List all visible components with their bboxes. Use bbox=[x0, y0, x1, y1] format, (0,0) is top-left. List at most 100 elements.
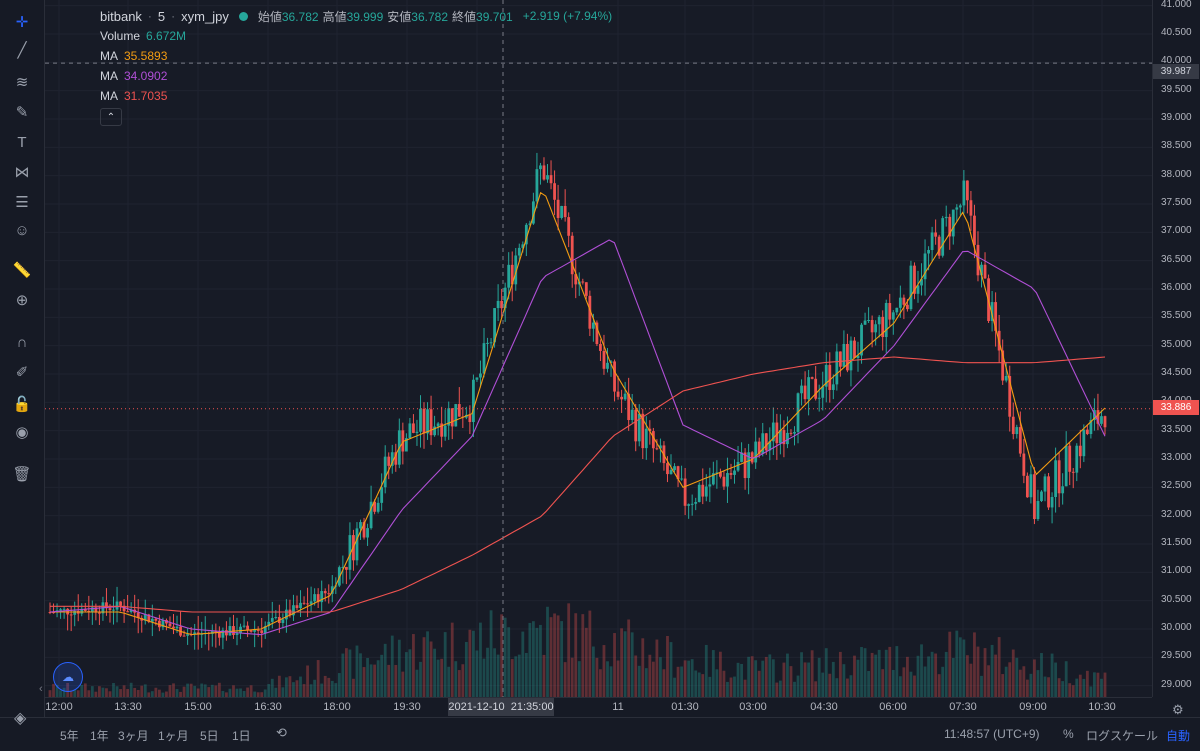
zoom-icon[interactable]: ⊕ bbox=[15, 292, 29, 309]
time-axis[interactable]: 12:00 13:30 15:00 16:30 18:00 19:30 11 01:30 03:… bbox=[45, 697, 1152, 718]
volume-bar bbox=[669, 642, 673, 697]
ohlc-label: 終値 bbox=[452, 9, 477, 24]
volume-bar bbox=[1008, 662, 1012, 697]
volume-bar bbox=[973, 632, 976, 697]
eye-icon[interactable]: ◉ bbox=[15, 424, 29, 441]
candle-body bbox=[246, 625, 249, 631]
candle-body bbox=[112, 609, 115, 611]
volume-bar bbox=[1015, 657, 1019, 697]
volume-bar bbox=[1082, 678, 1086, 697]
candle-body bbox=[849, 340, 853, 371]
volume-bar bbox=[719, 651, 722, 697]
range-button[interactable]: 5年 bbox=[60, 729, 79, 743]
candle-body bbox=[835, 351, 839, 385]
auto-scale-toggle[interactable]: 自動 bbox=[1166, 729, 1191, 743]
volume-bar bbox=[602, 645, 606, 697]
date-range-icon[interactable]: ⟲ bbox=[276, 725, 287, 740]
range-button[interactable]: 1年 bbox=[90, 729, 109, 743]
volume-bar bbox=[817, 657, 821, 697]
indicator-row[interactable]: MA 31.7035 bbox=[100, 86, 612, 106]
fib-icon[interactable]: ≋ bbox=[15, 74, 29, 91]
volume-bar bbox=[232, 685, 235, 697]
volume-bar bbox=[704, 644, 708, 697]
emoji-icon[interactable]: ☺ bbox=[14, 221, 30, 239]
volume-bar bbox=[916, 655, 920, 697]
candle-body bbox=[306, 603, 309, 605]
candle-body bbox=[528, 223, 532, 225]
volume-bar bbox=[1103, 672, 1107, 697]
brush-icon[interactable]: ✎ bbox=[15, 104, 29, 121]
collapse-legend-button[interactable]: ⌃ bbox=[100, 108, 122, 126]
volume-bar bbox=[644, 668, 648, 697]
price-tick: 33.500 bbox=[1161, 423, 1192, 435]
candle-body bbox=[309, 601, 313, 605]
volume-bar bbox=[616, 660, 620, 697]
trash-icon[interactable]: 🗑 bbox=[12, 466, 32, 483]
volume-bar bbox=[1029, 673, 1033, 697]
magnet-icon[interactable]: ∩ bbox=[16, 333, 28, 351]
price-tick: 36.000 bbox=[1161, 282, 1192, 293]
volume-bar bbox=[493, 648, 496, 697]
prediction-icon[interactable]: ☰ bbox=[15, 194, 29, 211]
volume-bar bbox=[810, 650, 814, 697]
volume-bar bbox=[217, 682, 221, 697]
lock-drawing-icon[interactable]: ✐ bbox=[15, 364, 29, 381]
candle-body bbox=[944, 216, 948, 219]
indicator-row[interactable]: Volume 6.672M bbox=[100, 26, 612, 46]
time-tick: 10:30 bbox=[1088, 701, 1116, 713]
pattern-icon[interactable]: ⋈ bbox=[14, 164, 30, 181]
candle-body bbox=[754, 441, 758, 463]
candle-body bbox=[436, 423, 440, 427]
candle-body bbox=[927, 250, 930, 254]
chart-area[interactable]: bitbank · 5 · xym_jpy 始値36.782 高値39.999 安値… bbox=[39, 0, 1152, 697]
candle-body bbox=[549, 175, 553, 184]
volume-bar bbox=[344, 648, 348, 697]
volume-bar bbox=[380, 654, 384, 697]
volume-bar bbox=[1033, 659, 1036, 697]
exchange-name[interactable]: bitbank bbox=[100, 8, 142, 24]
candle-body bbox=[510, 264, 514, 285]
volume-bar bbox=[948, 631, 952, 697]
volume-bar bbox=[987, 665, 990, 697]
volume-bar bbox=[1071, 685, 1075, 697]
indicator-value: 6.672M bbox=[146, 29, 187, 43]
candle-body bbox=[415, 431, 419, 433]
candle-body bbox=[1100, 416, 1103, 424]
symbol-name[interactable]: xym_jpy bbox=[181, 8, 229, 24]
range-button[interactable]: 1ヶ月 bbox=[158, 729, 189, 743]
ruler-icon[interactable]: 📏 bbox=[12, 262, 32, 279]
settings-icon[interactable]: ⚙ bbox=[1172, 702, 1184, 717]
volume-bar bbox=[796, 675, 800, 697]
volume-bar bbox=[521, 631, 525, 697]
candle-body bbox=[450, 408, 454, 427]
interval-label[interactable]: 5 bbox=[157, 8, 166, 24]
price-axis[interactable]: 41.000 40.500 40.000 39.500 39.000 38.500 38.0… bbox=[1152, 0, 1200, 697]
crosshair-icon[interactable]: ✛ bbox=[15, 14, 29, 31]
candle-body bbox=[948, 216, 952, 237]
trend-line-icon[interactable]: ╱ bbox=[17, 42, 27, 59]
lock-icon[interactable]: 🔓 bbox=[12, 396, 32, 413]
candle-body bbox=[443, 425, 447, 437]
text-icon[interactable]: T bbox=[17, 133, 27, 151]
volume-bar bbox=[877, 649, 881, 697]
candle-body bbox=[726, 473, 729, 487]
log-scale-toggle[interactable]: ログスケール bbox=[1086, 729, 1159, 743]
indicator-row[interactable]: MA 34.0902 bbox=[100, 66, 612, 86]
volume-bar bbox=[546, 606, 549, 697]
range-button[interactable]: 1日 bbox=[232, 729, 251, 743]
indicator-row[interactable]: MA 35.5893 bbox=[100, 46, 612, 66]
range-button[interactable]: 5日 bbox=[200, 729, 219, 743]
ohlc-values: 始値36.782 高値39.999 安値36.782 終値39.701 bbox=[258, 8, 517, 25]
candle-body bbox=[299, 602, 302, 609]
tradingview-logo[interactable]: ☁ bbox=[53, 662, 83, 692]
volume-bar bbox=[831, 661, 835, 697]
volume-bar bbox=[1025, 679, 1029, 697]
percent-toggle[interactable]: % bbox=[1063, 727, 1074, 741]
clock-label[interactable]: 11:48:57 (UTC+9) bbox=[944, 727, 1040, 741]
price-chart[interactable] bbox=[45, 0, 1152, 697]
layers-icon[interactable]: ◈ bbox=[14, 710, 27, 727]
scroll-left-icon[interactable]: ‹ bbox=[39, 683, 43, 695]
volume-bar bbox=[52, 683, 55, 697]
candle-body bbox=[168, 623, 172, 627]
range-button[interactable]: 3ヶ月 bbox=[118, 729, 149, 743]
